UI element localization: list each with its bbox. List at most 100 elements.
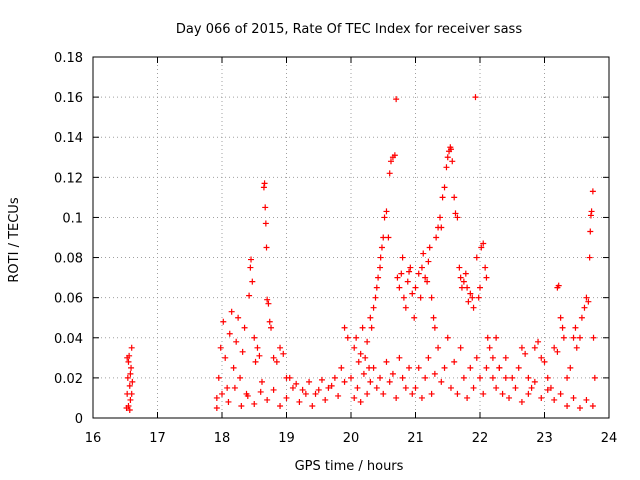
data-point [396,354,403,361]
data-point [464,394,471,401]
data-point [377,264,384,271]
y-tick-label: 0.16 [54,91,83,106]
data-point [355,358,362,365]
data-point [424,278,431,285]
data-points [123,94,598,413]
data-point [454,390,461,397]
data-point [239,348,246,355]
data-point [393,394,400,401]
data-point [502,354,509,361]
y-tick-label: 0.02 [54,372,83,387]
data-point [464,284,471,291]
data-point [237,374,244,381]
data-point [489,374,496,381]
data-point [538,354,545,361]
data-point [354,384,361,391]
data-point [444,334,451,341]
data-point [470,384,477,391]
data-point [499,390,506,397]
data-point [502,374,509,381]
data-point [483,364,490,371]
data-point [222,354,229,361]
data-point [435,344,442,351]
data-point [353,334,360,341]
grid-lines [93,57,609,418]
data-point [231,384,238,391]
data-point [124,354,131,361]
data-point [560,334,567,341]
data-point [406,268,413,275]
data-point [467,290,474,297]
data-point [289,384,296,391]
data-point [402,384,409,391]
x-tick-label: 23 [536,431,553,446]
data-point [225,398,232,405]
data-point [409,290,416,297]
data-point [398,270,405,277]
data-point [215,374,222,381]
data-point [263,244,270,251]
data-point [451,358,458,365]
data-point [457,344,464,351]
data-point [372,294,379,301]
y-tick-label: 0.1 [62,211,83,226]
data-point [564,374,571,381]
data-point [235,314,242,321]
data-point [391,152,398,159]
data-point [515,364,522,371]
data-point [409,390,416,397]
data-point [219,390,225,397]
data-point [386,170,393,177]
data-point [531,378,538,385]
data-point [266,318,273,325]
data-point [257,388,264,395]
data-point [124,374,131,381]
data-point [528,384,535,391]
data-point [509,374,516,381]
data-point [238,402,245,409]
data-point [493,384,500,391]
data-point [277,344,284,351]
y-tick-label: 0.06 [54,292,83,307]
data-point [412,284,419,291]
data-point [367,314,374,321]
data-point [377,374,384,381]
data-point [525,374,532,381]
data-point [449,158,456,165]
y-tick-label: 0.12 [54,171,83,186]
y-tick-label: 0.08 [54,252,83,267]
data-point [370,364,377,371]
data-point [477,374,483,381]
data-point [381,214,388,221]
data-point [128,364,135,371]
data-point [248,256,255,263]
data-point [430,314,437,321]
data-point [572,324,579,331]
data-point [486,344,493,351]
data-point [261,180,268,187]
data-point [127,370,134,377]
data-point [351,344,358,351]
data-point [126,382,133,389]
data-point [351,394,358,401]
data-point [373,284,380,291]
data-point [588,208,595,215]
data-point [417,294,424,301]
data-point [547,384,554,391]
data-point [128,390,135,397]
data-point [306,378,313,385]
data-point [262,220,269,227]
data-point [335,392,342,399]
data-point [370,304,377,311]
data-point [443,164,450,171]
chart-title: Day 066 of 2015, Rate Of TEC Index for r… [176,22,522,37]
data-point [270,354,277,361]
data-point [478,244,485,251]
data-point [480,240,487,247]
data-point [402,304,409,311]
data-point [252,358,259,365]
data-point [268,324,275,331]
data-point [273,358,280,365]
data-point [567,364,574,371]
